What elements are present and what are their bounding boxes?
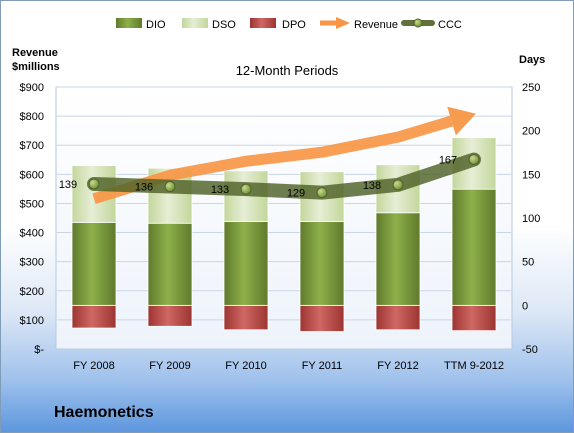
right-axis-title: Days — [519, 54, 545, 66]
company-name: Haemonetics — [54, 404, 154, 421]
legend-swatch-revenue — [320, 17, 350, 29]
right-tick-label: 100 — [522, 213, 540, 225]
legend-swatch-ccc — [401, 18, 435, 28]
chart-title: 12-Month Periods — [236, 63, 339, 78]
legend-label-dpo: DPO — [282, 19, 306, 31]
dpo-bar — [71, 304, 117, 329]
dio-bar — [451, 188, 497, 306]
left-tick-label: $800 — [20, 111, 44, 123]
ccc-layer: 139 136 133 129 138 167 — [59, 152, 481, 200]
ccc-data-label: 167 — [439, 154, 457, 166]
ccc-data-label: 133 — [211, 184, 229, 196]
right-tick-label: 0 — [522, 300, 528, 312]
legend-label-dso: DSO — [212, 19, 236, 31]
gridlines — [56, 86, 512, 321]
x-tick-label: FY 2009 — [149, 360, 190, 372]
ccc-marker — [316, 187, 328, 199]
left-tick-label: $200 — [20, 286, 44, 298]
legend-label-dio: DIO — [146, 19, 166, 31]
legend-label-ccc: CCC — [438, 19, 462, 31]
legend-swatch-dpo — [250, 18, 276, 28]
left-tick-label: $300 — [20, 257, 44, 269]
x-tick-label: FY 2008 — [73, 360, 114, 372]
right-tick-label: 250 — [522, 82, 540, 94]
left-tick-label: $- — [34, 344, 44, 356]
x-tick-label: FY 2010 — [225, 360, 266, 372]
right-tick-label: 200 — [522, 126, 540, 138]
ccc-marker — [392, 179, 404, 191]
ccc-marker — [468, 153, 480, 165]
revenue-arrowhead — [447, 106, 476, 136]
left-tick-label: $900 — [20, 82, 44, 94]
dio-bar — [223, 221, 269, 306]
x-tick-label: TTM 9-2012 — [444, 360, 504, 372]
dpo-bar — [451, 304, 497, 332]
right-tick-label: 150 — [522, 169, 540, 181]
dpo-bar — [375, 304, 421, 331]
ccc-marker — [164, 181, 176, 193]
dio-bar — [375, 212, 421, 306]
left-tick-label: $100 — [20, 315, 44, 327]
right-tick-label: 50 — [522, 257, 534, 269]
left-tick-label: $600 — [20, 169, 44, 181]
legend-label-revenue: Revenue — [354, 19, 398, 31]
ccc-marker — [88, 178, 100, 190]
dpo-bar — [299, 304, 345, 332]
dpo-bar — [147, 304, 193, 327]
dpo-bar — [223, 304, 269, 331]
dio-bar — [71, 221, 117, 306]
ccc-data-label: 136 — [135, 182, 153, 194]
ccc-marker — [240, 183, 252, 195]
ccc-data-label: 139 — [59, 179, 77, 191]
x-tick-label: FY 2011 — [302, 360, 343, 372]
right-tick-label: -50 — [522, 344, 538, 356]
dio-bar — [299, 221, 345, 306]
ccc-data-label: 138 — [363, 180, 381, 192]
left-tick-label: $500 — [20, 198, 44, 210]
left-axis-title-line1: Revenue $millions — [12, 47, 60, 73]
legend-swatch-dio — [116, 18, 142, 28]
legend-swatch-dso — [182, 18, 208, 28]
ccc-line — [87, 152, 481, 200]
left-tick-label: $400 — [20, 228, 44, 240]
axes-ticks: $- $100 $200 $300 $400 $500 $600 $700 $800 $900 -5… — [20, 82, 541, 372]
left-tick-label: $700 — [20, 140, 44, 152]
x-tick-label: FY 2012 — [377, 360, 418, 372]
dio-bar — [147, 222, 193, 306]
ccc-data-label: 129 — [287, 188, 305, 200]
legend: DIO DSO DPO Revenue CCC — [116, 17, 462, 31]
